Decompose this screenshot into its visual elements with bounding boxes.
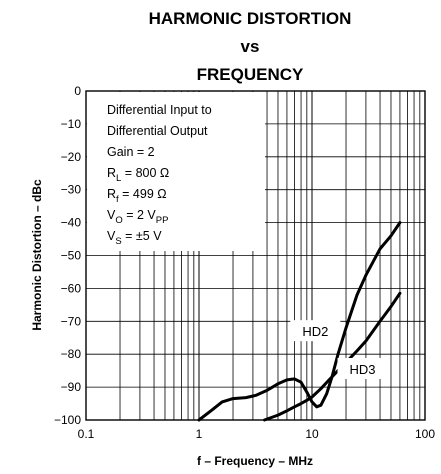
series-line-hd3 bbox=[263, 291, 402, 422]
plot-frame bbox=[85, 90, 426, 421]
chart-title-line-2: vs bbox=[241, 37, 260, 56]
annotation-line: VO = 2 VPP bbox=[107, 208, 168, 226]
x-tick-label: 0.1 bbox=[78, 427, 95, 441]
annotation-line: Gain = 2 bbox=[107, 145, 155, 159]
x-tick-label: 100 bbox=[415, 427, 435, 441]
x-tick-label: 10 bbox=[305, 427, 319, 441]
y-tick-label: −20 bbox=[61, 150, 82, 164]
x-tick-label: 1 bbox=[196, 427, 203, 441]
annotation-box: Differential Input to Differential Output… bbox=[87, 92, 265, 251]
chart-title-line-3: FREQUENCY bbox=[197, 65, 304, 84]
y-tick-label: −40 bbox=[61, 216, 82, 230]
series-label-hd3: HD3 bbox=[350, 362, 376, 377]
y-tick-label: −100 bbox=[54, 413, 81, 427]
annotation-line: Rf = 499 Ω bbox=[107, 187, 167, 205]
chart-title-line-1: HARMONIC DISTORTION bbox=[149, 9, 352, 28]
y-tick-label: −90 bbox=[61, 380, 82, 394]
annotation-line: VS = ±5 V bbox=[107, 229, 162, 247]
annotation-background bbox=[87, 92, 265, 251]
x-axis-label: f – Frequency – MHz bbox=[197, 454, 313, 468]
y-tick-label: −60 bbox=[61, 281, 82, 295]
y-tick-label: −30 bbox=[61, 183, 82, 197]
y-tick-label: 0 bbox=[74, 84, 81, 98]
y-tick-label: −10 bbox=[61, 117, 82, 131]
series-layer bbox=[197, 221, 402, 422]
series-label-background bbox=[290, 320, 341, 342]
y-axis-label: Harmonic Distortion – dBc bbox=[30, 179, 44, 331]
y-tick-label: −80 bbox=[61, 347, 82, 361]
y-tick-label: −70 bbox=[61, 314, 82, 328]
series-labels: HD2 HD3 bbox=[290, 320, 388, 380]
annotation-line: Differential Input to bbox=[107, 103, 212, 117]
series-label-hd2: HD2 bbox=[302, 324, 328, 339]
annotation-line: Differential Output bbox=[107, 124, 208, 138]
y-tick-label: −50 bbox=[61, 249, 82, 263]
annotation-line: RL = 800 Ω bbox=[107, 166, 169, 184]
series-label-background bbox=[337, 358, 388, 380]
